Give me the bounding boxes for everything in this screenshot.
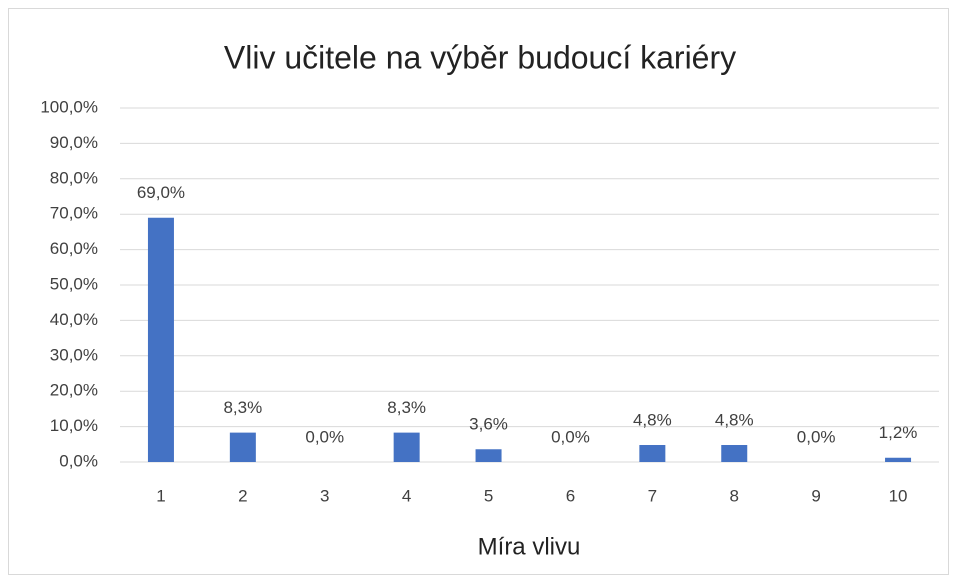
y-tick-label: 60,0% [50, 239, 98, 258]
x-tick-label: 1 [156, 486, 165, 505]
y-tick-label: 80,0% [50, 168, 98, 187]
data-label: 8,3% [223, 398, 262, 417]
bar [721, 445, 748, 462]
bar [229, 432, 256, 462]
bar [475, 449, 502, 462]
y-tick-label: 90,0% [50, 133, 98, 152]
y-tick-label: 100,0% [40, 97, 98, 116]
x-tick-label: 2 [238, 486, 247, 505]
x-tick-label: 4 [402, 486, 411, 505]
x-tick-label: 3 [320, 486, 329, 505]
x-tick-label: 10 [889, 486, 908, 505]
x-tick-label: 9 [811, 486, 820, 505]
y-tick-label: 10,0% [50, 416, 98, 435]
x-tick-label: 6 [566, 486, 575, 505]
data-label: 69,0% [137, 183, 185, 202]
x-axis-title: Míra vlivu [478, 533, 581, 560]
x-tick-label: 7 [648, 486, 657, 505]
y-tick-label: 40,0% [50, 310, 98, 329]
data-label: 3,6% [469, 415, 508, 434]
bar [639, 445, 666, 462]
y-tick-label: 70,0% [50, 204, 98, 223]
chart-title: Vliv učitele na výběr budoucí kariéry [224, 39, 736, 75]
data-label: 4,8% [715, 410, 754, 429]
x-tick-label: 5 [484, 486, 493, 505]
data-label: 0,0% [797, 427, 836, 446]
y-tick-label: 30,0% [50, 345, 98, 364]
bar [393, 432, 420, 462]
bar [885, 457, 912, 462]
data-label: 4,8% [633, 410, 672, 429]
bar [147, 217, 174, 462]
y-tick-label: 0,0% [59, 451, 98, 470]
y-tick-label: 20,0% [50, 381, 98, 400]
x-tick-label: 8 [730, 486, 739, 505]
data-label: 0,0% [551, 427, 590, 446]
y-tick-label: 50,0% [50, 274, 98, 293]
data-label: 8,3% [387, 398, 426, 417]
data-label: 0,0% [305, 427, 344, 446]
data-label: 1,2% [879, 423, 918, 442]
